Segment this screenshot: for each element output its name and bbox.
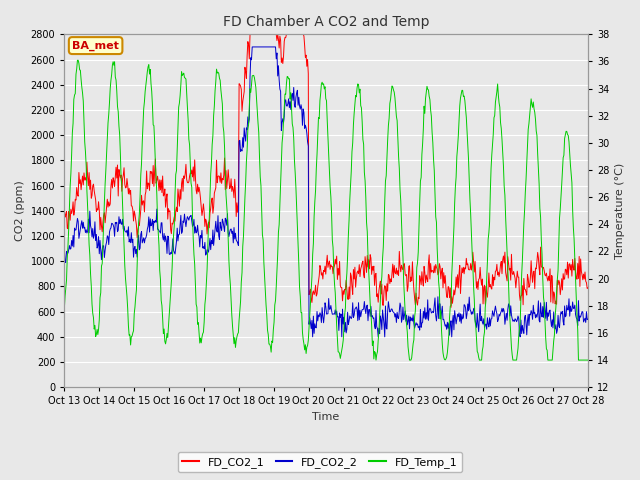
FD_CO2_2 — [584, 316, 592, 322]
FD_CO2_1 — [124, 182, 132, 188]
FD_Temp_1 — [74, 58, 82, 63]
FD_CO2_1 — [406, 263, 413, 269]
FD_CO2_1 — [70, 212, 77, 218]
Line: FD_Temp_1: FD_Temp_1 — [65, 60, 588, 360]
FD_CO2_2 — [205, 249, 212, 255]
Text: BA_met: BA_met — [72, 40, 119, 51]
Legend: FD_CO2_1, FD_CO2_2, FD_Temp_1: FD_CO2_1, FD_CO2_2, FD_Temp_1 — [178, 452, 462, 472]
FD_CO2_2 — [70, 244, 77, 250]
FD_Temp_1 — [70, 96, 77, 102]
FD_CO2_2 — [309, 334, 317, 340]
FD_Temp_1 — [372, 357, 380, 363]
FD_Temp_1 — [178, 69, 186, 74]
FD_Temp_1 — [205, 216, 213, 222]
FD_CO2_1 — [246, 32, 254, 37]
FD_CO2_2 — [248, 44, 256, 50]
FD_CO2_2 — [61, 245, 68, 251]
Title: FD Chamber A CO2 and Temp: FD Chamber A CO2 and Temp — [223, 15, 429, 29]
FD_Temp_1 — [584, 357, 592, 363]
FD_CO2_1 — [61, 206, 68, 212]
FD_Temp_1 — [391, 95, 399, 101]
FD_CO2_1 — [205, 219, 212, 225]
FD_Temp_1 — [406, 357, 414, 363]
FD_CO2_2 — [406, 314, 414, 320]
FD_Temp_1 — [61, 306, 68, 312]
FD_CO2_2 — [177, 213, 185, 218]
Line: FD_CO2_2: FD_CO2_2 — [65, 47, 588, 337]
FD_CO2_2 — [391, 314, 399, 320]
Line: FD_CO2_1: FD_CO2_1 — [65, 35, 588, 307]
FD_Temp_1 — [125, 323, 132, 329]
FD_CO2_2 — [124, 233, 132, 239]
FD_CO2_1 — [447, 304, 455, 310]
FD_CO2_1 — [584, 285, 592, 291]
FD_CO2_1 — [177, 196, 185, 202]
X-axis label: Time: Time — [312, 412, 340, 422]
Y-axis label: CO2 (ppm): CO2 (ppm) — [15, 180, 25, 241]
FD_CO2_1 — [390, 263, 398, 268]
Y-axis label: Temperature (°C): Temperature (°C) — [615, 163, 625, 259]
